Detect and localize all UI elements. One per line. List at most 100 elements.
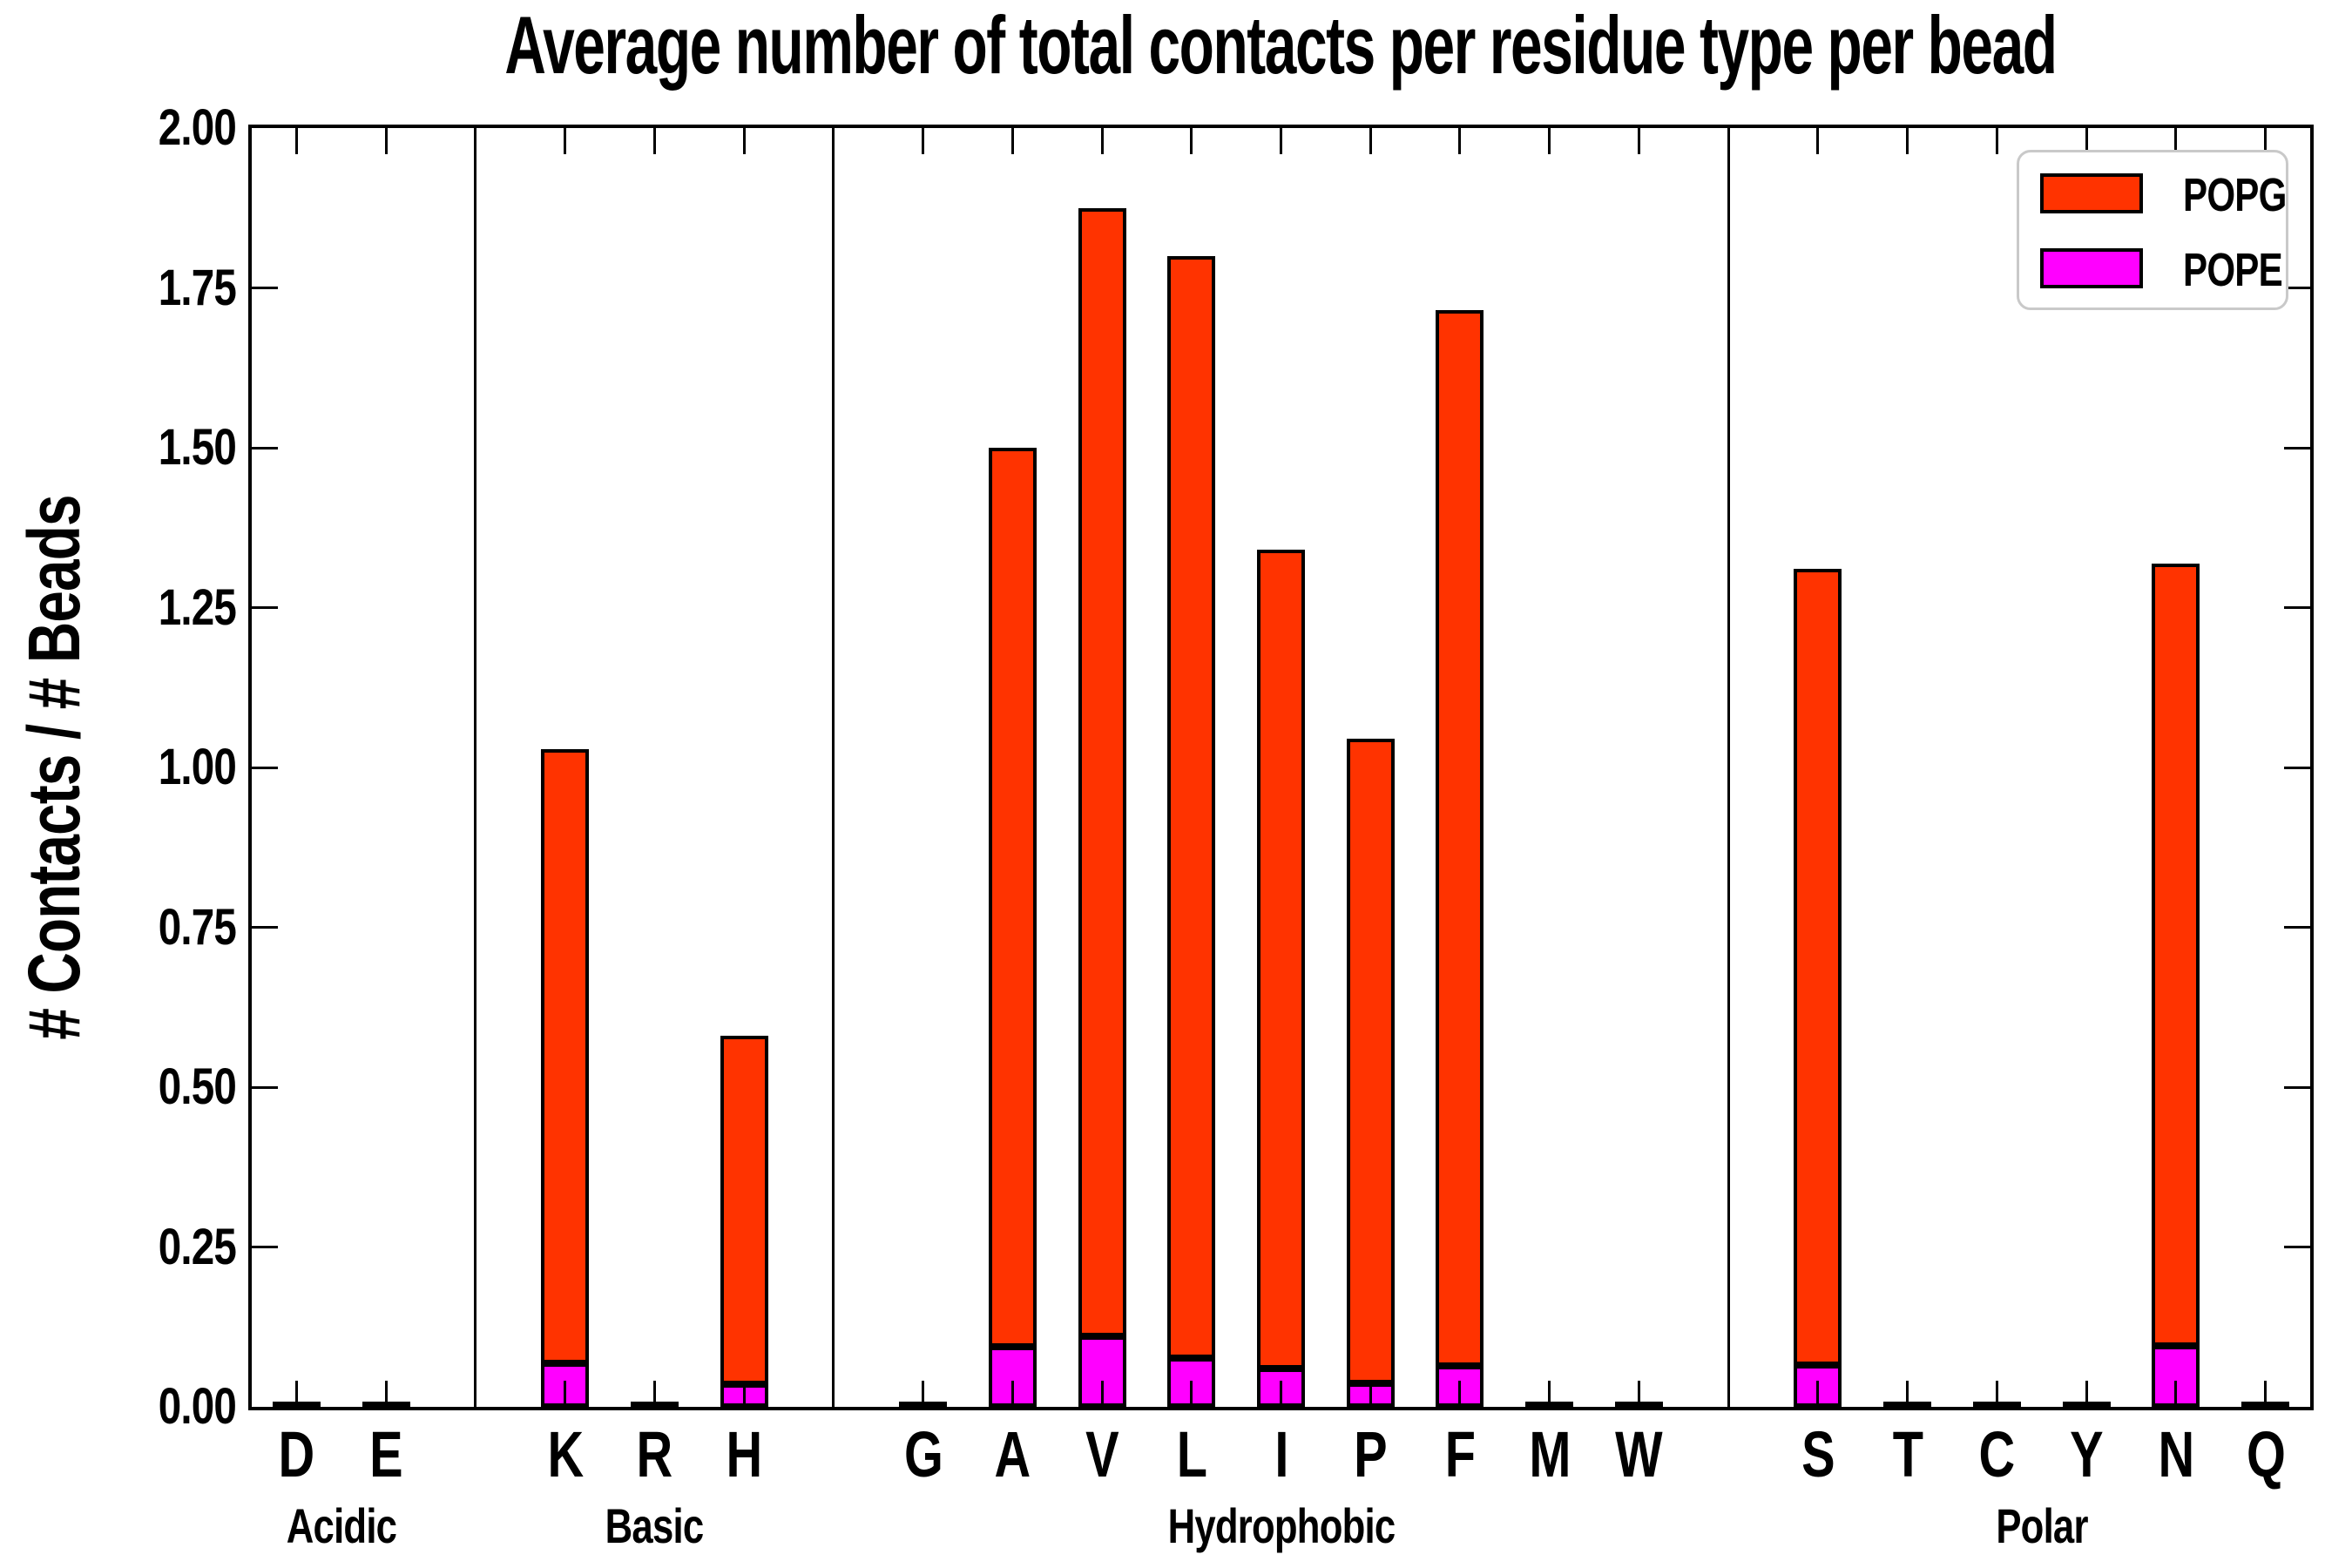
- x-label-R: R: [636, 1418, 673, 1490]
- x-tick-top-N: [2174, 128, 2178, 154]
- x-tick-top-M: [1548, 128, 1551, 154]
- x-tick-bottom-H: [742, 1381, 746, 1407]
- x-label-G: G: [903, 1418, 943, 1490]
- y-tick-left-0.75: [252, 926, 278, 929]
- group-separator-1: [832, 128, 835, 1407]
- x-tick-top-C: [1995, 128, 1998, 154]
- y-tick-right-1.00: [2284, 766, 2310, 769]
- bar-P-popg: [1346, 739, 1395, 1383]
- x-tick-top-D: [294, 128, 298, 154]
- x-tick-bottom-N: [2174, 1381, 2178, 1407]
- x-tick-top-F: [1458, 128, 1462, 154]
- bar-F-popg: [1436, 310, 1484, 1366]
- x-label-K: K: [547, 1418, 584, 1490]
- y-tick-right-0.50: [2284, 1085, 2310, 1089]
- x-tick-bottom-Y: [2085, 1381, 2088, 1407]
- x-tick-top-T: [1906, 128, 1909, 154]
- x-tick-bottom-G: [922, 1381, 925, 1407]
- x-label-D: D: [278, 1418, 315, 1490]
- y-tick-label-0.25: 0.25: [158, 1218, 237, 1275]
- bar-K-popg: [541, 749, 590, 1363]
- x-tick-bottom-D: [294, 1381, 298, 1407]
- x-label-T: T: [1892, 1418, 1923, 1490]
- bar-A-popg: [988, 448, 1037, 1347]
- legend-swatch-popg: [2040, 173, 2143, 213]
- y-tick-label-0.75: 0.75: [158, 898, 237, 956]
- plot-area: [248, 125, 2314, 1410]
- group-label-polar: Polar: [1996, 1498, 2088, 1553]
- x-tick-bottom-P: [1369, 1381, 1372, 1407]
- x-tick-top-A: [1010, 128, 1014, 154]
- y-tick-left-0.25: [252, 1246, 278, 1248]
- y-tick-right-1.75: [2284, 287, 2310, 289]
- x-label-Q: Q: [2246, 1418, 2286, 1490]
- group-label-hydrophobic: Hydrophobic: [1167, 1498, 1396, 1553]
- bar-V-popg: [1078, 208, 1126, 1336]
- x-label-L: L: [1176, 1418, 1207, 1490]
- x-tick-bottom-K: [564, 1381, 567, 1407]
- bar-H-popg: [720, 1036, 768, 1384]
- x-label-Y: Y: [2070, 1418, 2104, 1490]
- legend-swatch-pope: [2040, 248, 2143, 288]
- y-tick-label-1.50: 1.50: [158, 419, 237, 476]
- x-tick-bottom-I: [1280, 1381, 1282, 1407]
- x-label-V: V: [1085, 1418, 1119, 1490]
- x-tick-top-V: [1100, 128, 1104, 154]
- x-label-I: I: [1274, 1418, 1288, 1490]
- x-label-A: A: [994, 1418, 1031, 1490]
- chart-title: Average number of total contacts per res…: [504, 0, 2058, 91]
- x-tick-bottom-L: [1190, 1381, 1193, 1407]
- x-tick-bottom-F: [1458, 1381, 1462, 1407]
- x-tick-top-P: [1369, 128, 1372, 154]
- legend: POPG POPE: [2017, 150, 2288, 310]
- y-tick-label-2.00: 2.00: [158, 99, 237, 156]
- x-tick-top-S: [1816, 128, 1820, 154]
- x-tick-bottom-V: [1100, 1381, 1104, 1407]
- bar-N-pope: [2152, 1346, 2200, 1407]
- x-tick-top-I: [1280, 128, 1282, 154]
- x-tick-top-G: [922, 128, 925, 154]
- y-tick-left-1.50: [252, 446, 278, 449]
- x-tick-bottom-T: [1906, 1381, 1909, 1407]
- x-tick-top-Q: [2264, 128, 2268, 154]
- x-tick-bottom-Q: [2264, 1381, 2268, 1407]
- x-label-W: W: [1615, 1418, 1663, 1490]
- x-label-H: H: [726, 1418, 763, 1490]
- x-label-N: N: [2158, 1418, 2194, 1490]
- x-tick-bottom-S: [1816, 1381, 1820, 1407]
- x-tick-top-W: [1637, 128, 1640, 154]
- x-label-P: P: [1354, 1418, 1388, 1490]
- x-label-F: F: [1444, 1418, 1476, 1490]
- legend-label-popg: POPG: [2183, 169, 2287, 221]
- x-tick-bottom-M: [1548, 1381, 1551, 1407]
- group-label-acidic: Acidic: [286, 1498, 397, 1553]
- y-tick-right-0.25: [2284, 1246, 2310, 1248]
- y-tick-label-1.25: 1.25: [158, 578, 237, 636]
- x-label-E: E: [369, 1418, 403, 1490]
- x-tick-top-R: [652, 128, 656, 154]
- bar-S-popg: [1794, 569, 1842, 1365]
- y-tick-right-1.50: [2284, 446, 2310, 449]
- bar-I-popg: [1257, 550, 1305, 1369]
- group-label-basic: Basic: [605, 1498, 704, 1553]
- y-tick-label-1.00: 1.00: [158, 739, 237, 795]
- bar-L-popg: [1167, 256, 1216, 1358]
- y-tick-right-0.75: [2284, 926, 2310, 929]
- y-tick-left-0.50: [252, 1085, 278, 1089]
- y-tick-left-1.00: [252, 766, 278, 769]
- y-tick-label-0.50: 0.50: [158, 1058, 237, 1115]
- x-tick-bottom-E: [384, 1381, 388, 1407]
- x-tick-bottom-A: [1010, 1381, 1014, 1407]
- y-tick-label-0.00: 0.00: [158, 1378, 237, 1435]
- x-tick-bottom-W: [1637, 1381, 1640, 1407]
- x-label-C: C: [1978, 1418, 2016, 1490]
- y-tick-label-1.75: 1.75: [158, 259, 237, 316]
- y-tick-left-1.25: [252, 606, 278, 609]
- group-separator-0: [474, 128, 477, 1407]
- legend-label-pope: POPE: [2183, 244, 2283, 296]
- x-label-M: M: [1529, 1418, 1571, 1490]
- x-tick-top-L: [1190, 128, 1193, 154]
- y-tick-right-1.25: [2284, 606, 2310, 609]
- y-axis-label: # Contacts / # Beads: [13, 495, 95, 1040]
